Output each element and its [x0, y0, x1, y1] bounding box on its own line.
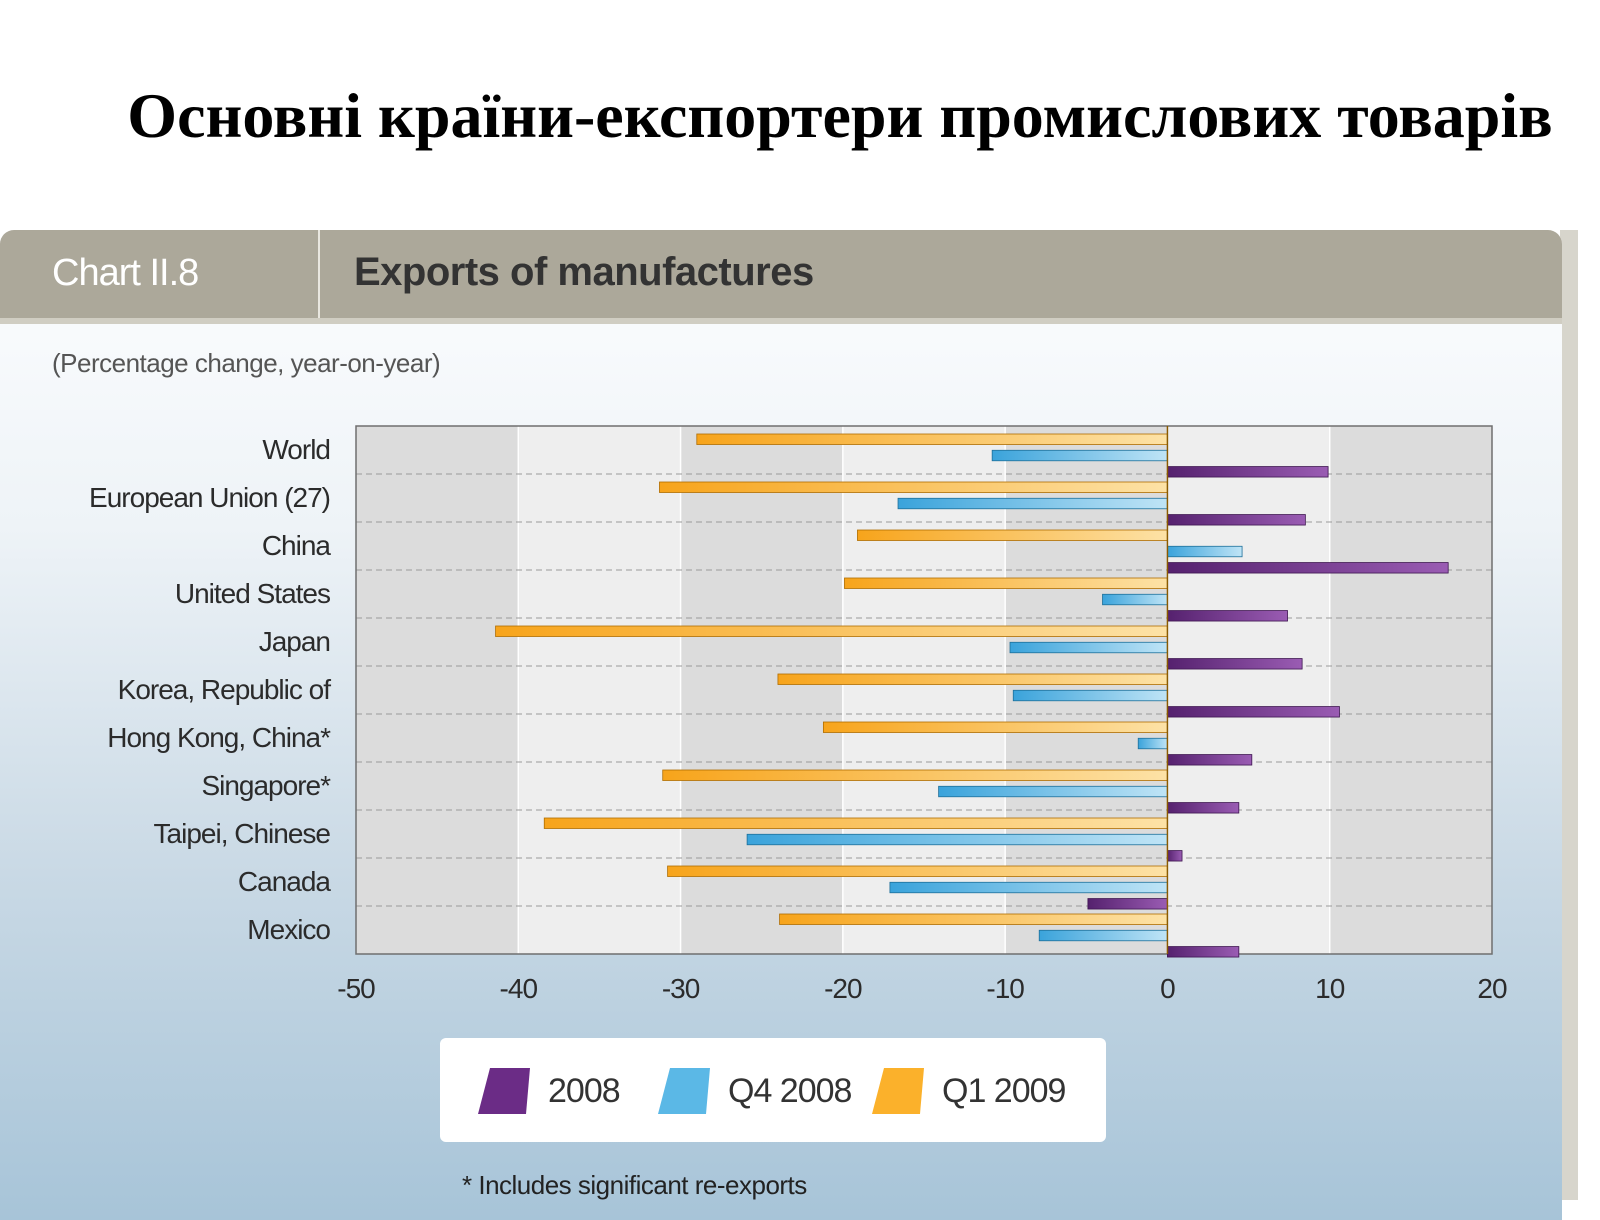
- bar-chart: World European Union (27) China United Stat…: [89, 425, 1508, 1004]
- legend-label-q4-2008: Q4 2008: [728, 1072, 852, 1110]
- bars: [495, 426, 1449, 958]
- category-label: Hong Kong, China*: [107, 722, 331, 753]
- legend-swatch-2008: [478, 1068, 530, 1114]
- chart-number: Chart II.8: [52, 252, 199, 294]
- x-tick-label: 0: [1160, 973, 1175, 1004]
- bar-q4-2008-3: [1102, 593, 1168, 606]
- bar-2008-4: [1167, 658, 1303, 670]
- category-label: Taipei, Chinese: [154, 818, 331, 849]
- category-labels: World European Union (27) China United Stat…: [89, 434, 332, 945]
- slide-title: Основні країни-експортери промислових то…: [127, 80, 1553, 151]
- chart-panel: Chart II.8 Exports of manufactures (Perc…: [0, 230, 1562, 1220]
- bar-q1-2009-8: [543, 817, 1168, 829]
- x-tick-label: 20: [1477, 973, 1507, 1004]
- bar-q1-2009-3: [844, 577, 1168, 589]
- legend-swatch-q4-2008: [658, 1068, 710, 1114]
- bar-q1-2009-0: [696, 433, 1168, 445]
- bar-q4-2008-1: [897, 497, 1168, 510]
- bar-q1-2009-5: [777, 673, 1168, 685]
- category-label: Canada: [238, 866, 332, 897]
- plot-band: [356, 426, 519, 954]
- legend: 2008 Q4 2008 Q1 2009: [440, 1038, 1106, 1142]
- chart-subtitle: (Percentage change, year-on-year): [52, 348, 441, 378]
- bar-q4-2008-9: [889, 881, 1168, 894]
- panel-edge: [1560, 230, 1578, 1200]
- bar-2008-8: [1167, 850, 1183, 862]
- footnote: * Includes significant re-exports: [462, 1170, 807, 1200]
- panel-header: Chart II.8 Exports of manufactures: [0, 230, 1562, 324]
- category-label: Japan: [259, 626, 330, 657]
- category-label: China: [262, 530, 332, 561]
- header-divider: [318, 230, 320, 318]
- legend-swatch-q1-2009: [872, 1068, 924, 1114]
- x-tick-label: -30: [662, 973, 700, 1004]
- bar-q1-2009-10: [779, 913, 1168, 925]
- bar-2008-0: [1167, 466, 1329, 478]
- bar-2008-10: [1167, 946, 1240, 958]
- legend-label-2008: 2008: [548, 1072, 621, 1110]
- bar-q1-2009-1: [659, 481, 1168, 493]
- category-label: Singapore*: [201, 770, 331, 801]
- x-tick-label: -40: [500, 973, 538, 1004]
- bar-2008-3: [1167, 610, 1288, 622]
- bar-q4-2008-4: [1009, 641, 1168, 654]
- category-label: World: [262, 434, 330, 465]
- x-tick-label: -10: [986, 973, 1024, 1004]
- category-label: European Union (27): [89, 482, 330, 513]
- x-tick-label: 10: [1315, 973, 1345, 1004]
- bar-q1-2009-6: [822, 721, 1168, 733]
- bar-q4-2008-7: [938, 785, 1168, 798]
- bar-q4-2008-10: [1038, 929, 1168, 942]
- bar-2008-9: [1087, 898, 1168, 910]
- plot-band: [518, 426, 681, 954]
- bar-q1-2009-9: [667, 865, 1168, 877]
- category-label: Mexico: [247, 914, 330, 945]
- plot-border: [355, 425, 1493, 955]
- bar-2008-5: [1167, 706, 1340, 718]
- bar-q4-2008-2: [1167, 545, 1243, 558]
- tick-labels: -50 -40 -30 -20 -10 0 10 20: [337, 973, 1508, 1004]
- bar-q4-2008-6: [1137, 737, 1168, 750]
- legend-label-q1-2009: Q1 2009: [942, 1072, 1066, 1110]
- bar-2008-7: [1167, 802, 1240, 814]
- bar-q4-2008-8: [746, 833, 1168, 846]
- bar-q4-2008-5: [1012, 689, 1168, 702]
- bar-2008-1: [1167, 514, 1306, 526]
- x-tick-label: -20: [824, 973, 862, 1004]
- bar-q1-2009-7: [662, 769, 1168, 781]
- bar-q1-2009-2: [857, 529, 1168, 541]
- bar-2008-6: [1167, 754, 1253, 766]
- bar-2008-2: [1167, 562, 1449, 574]
- plot-band: [1329, 426, 1492, 954]
- chart-title: Exports of manufactures: [354, 250, 814, 294]
- bar-q1-2009-4: [495, 625, 1168, 637]
- plot-band: [1167, 426, 1330, 954]
- category-label: United States: [175, 578, 330, 609]
- category-label: Korea, Republic of: [118, 674, 332, 705]
- bar-q4-2008-0: [991, 449, 1168, 462]
- x-tick-label: -50: [337, 973, 375, 1004]
